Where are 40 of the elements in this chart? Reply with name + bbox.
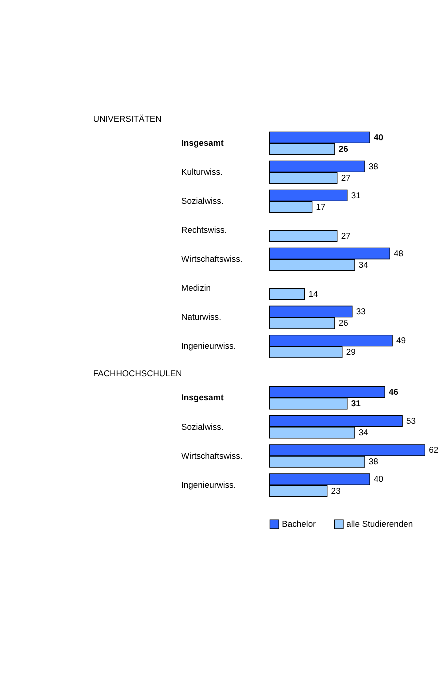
legend-label: Bachelor <box>282 519 316 530</box>
bar <box>269 288 306 300</box>
y-tick-label: Ingenieurwiss. <box>182 480 236 490</box>
data-label: 48 <box>394 248 404 258</box>
text: FACHHOCHSCHULEN <box>93 368 182 379</box>
y-tick-label: Wirtschaftswiss. <box>182 450 243 461</box>
y-tick-label: Ingenieurwiss. <box>182 341 236 352</box>
data-label: 27 <box>341 230 352 241</box>
data-label: 26 <box>338 144 349 154</box>
data-label: 40 <box>374 474 384 484</box>
data-label: 33 <box>356 306 366 316</box>
y-tick-label: Sozialwiss. <box>182 422 224 432</box>
y-tick-label: Wirtschaftswiss. <box>182 254 243 264</box>
data-label: 14 <box>308 288 318 299</box>
y-tick-label: Insgesamt <box>182 138 224 148</box>
data-label: 40 <box>374 132 384 142</box>
data-label: 34 <box>358 260 369 270</box>
legend-label: alle Studierenden <box>346 519 414 530</box>
data-label: 26 <box>338 318 349 328</box>
y-tick-label: Kulturwiss. <box>182 167 223 178</box>
y-tick-label: Rechtswiss. <box>182 225 228 236</box>
y-tick-label: Medizin <box>182 283 212 294</box>
data-label: 46 <box>388 386 399 397</box>
y-tick-label: Sozialwiss. <box>182 196 224 206</box>
data-label: 17 <box>316 202 326 212</box>
data-label: 31 <box>351 398 362 408</box>
bar <box>269 230 338 242</box>
data-label: 38 <box>368 161 379 172</box>
data-label: 29 <box>346 347 356 358</box>
data-label: 31 <box>351 190 362 200</box>
data-label: 34 <box>358 428 369 438</box>
data-label: 23 <box>331 486 342 496</box>
data-label: 49 <box>396 335 406 346</box>
data-label: 62 <box>429 445 439 456</box>
y-tick-label: Insgesamt <box>182 392 224 403</box>
y-tick-label: Naturwiss. <box>182 312 222 322</box>
data-label: 38 <box>368 456 379 467</box>
data-label: 53 <box>406 416 416 426</box>
data-label: 27 <box>341 172 352 183</box>
text: UNIVERSITÄTEN <box>93 114 162 124</box>
